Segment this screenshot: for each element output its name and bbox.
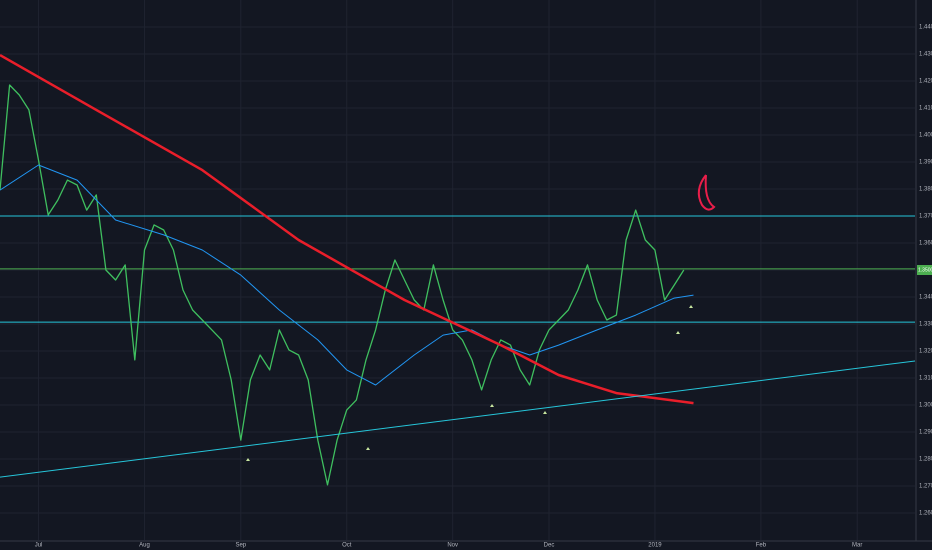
drawing-annotation: [697, 174, 716, 211]
x-tick-label: 2019: [648, 543, 662, 549]
y-tick-label: 1.4300: [919, 52, 932, 58]
series-line: [0, 54, 694, 405]
price-badge: [917, 265, 932, 275]
y-tick-label: 1.2900: [919, 430, 932, 436]
x-tick-label: Aug: [139, 543, 150, 549]
y-tick-label: 1.3300: [919, 322, 932, 328]
y-tick-label: 1.3700: [919, 214, 932, 220]
series-line: [0, 84, 685, 486]
x-tick-label: Nov: [447, 543, 458, 549]
series-line: [0, 164, 694, 386]
y-tick-label: 1.2700: [919, 484, 932, 490]
y-tick-label: 1.2800: [919, 457, 932, 463]
arrow-markers: [246, 305, 693, 461]
y-tick-label: 1.2600: [919, 511, 932, 517]
price-badge-label: 1.3500: [918, 267, 932, 273]
y-tick-label: 1.3900: [919, 160, 932, 166]
series-line: [0, 360, 916, 478]
y-tick-label: 1.3400: [919, 295, 932, 301]
x-tick-label: Feb: [756, 543, 767, 549]
y-tick-label: 1.3000: [919, 403, 932, 409]
y-tick-label: 1.3800: [919, 187, 932, 193]
y-tick-label: 1.4000: [919, 133, 932, 139]
x-tick-label: Mar: [852, 543, 862, 549]
x-tick-label: Oct: [342, 543, 352, 549]
y-tick-label: 1.3600: [919, 241, 932, 247]
x-tick-label: Sep: [235, 543, 246, 549]
y-tick-label: 1.3100: [919, 376, 932, 382]
grid: [0, 0, 915, 540]
y-tick-label: 1.4400: [919, 25, 932, 31]
x-tick-label: Jul: [35, 543, 43, 549]
y-tick-label: 1.4200: [919, 79, 932, 85]
x-tick-label: Dec: [544, 543, 555, 549]
y-tick-label: 1.3200: [919, 349, 932, 355]
y-tick-label: 1.4100: [919, 106, 932, 112]
